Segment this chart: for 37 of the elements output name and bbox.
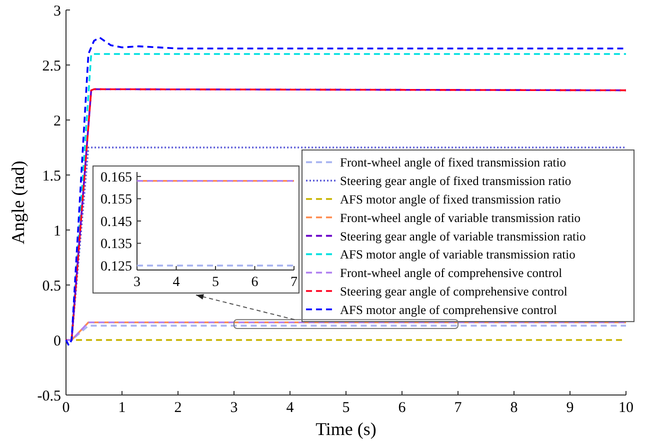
x-axis-title: Time (s)	[316, 419, 376, 439]
y-tick-label: 1.5	[42, 168, 61, 184]
x-tick-label: 9	[566, 400, 574, 416]
y-tick-label: 0.165	[100, 170, 132, 186]
legend-label: Steering gear angle of variable transmission ratio	[340, 229, 586, 244]
x-tick-label: 5	[342, 400, 350, 416]
y-tick-label: -0.5	[37, 388, 61, 404]
x-tick-label: 5	[212, 275, 219, 290]
y-tick-label: 0	[54, 333, 61, 350]
x-tick-label: 7	[290, 275, 298, 290]
x-tick-label: 2	[174, 400, 182, 416]
y-tick-label: 0.145	[100, 214, 132, 230]
y-tick-label: 3	[54, 3, 61, 20]
y-tick-label: 2	[54, 113, 61, 130]
legend-label: Steering gear angle of comprehensive control	[340, 284, 568, 298]
x-tick-label: 6	[251, 275, 258, 290]
x-tick-label: 4	[286, 400, 294, 416]
y-tick-label: 0.125	[100, 259, 132, 274]
legend-label: Front-wheel angle of variable transmission ratio	[340, 210, 581, 225]
legend-label: Front-wheel angle of comprehensive control	[340, 266, 563, 280]
x-tick-label: 10	[618, 400, 634, 416]
y-tick-label: 1	[54, 223, 61, 240]
x-tick-label: 3	[230, 400, 238, 416]
x-tick-label: 6	[398, 400, 406, 416]
y-tick-label: 0.135	[100, 237, 132, 252]
y-axis-title: Angle (rad)	[8, 160, 28, 244]
legend-label: Front-wheel angle of fixed transmission ratio	[340, 156, 566, 170]
y-tick-label: 0.155	[100, 192, 132, 208]
x-tick-label: 4	[172, 275, 180, 290]
y-tick-label: 0.5	[42, 278, 61, 294]
x-tick-label: 7	[454, 400, 462, 416]
legend-label: AFS motor angle of comprehensive control	[340, 302, 558, 317]
legend-label: Steering gear angle of fixed transmission ratio	[340, 174, 572, 188]
x-tick-label: 8	[510, 400, 518, 416]
legend-label: AFS motor angle of variable transmission ratio	[340, 248, 576, 262]
y-tick-label: 2.5	[42, 58, 61, 74]
legend-label: AFS motor angle of fixed transmission ratio	[340, 192, 561, 206]
